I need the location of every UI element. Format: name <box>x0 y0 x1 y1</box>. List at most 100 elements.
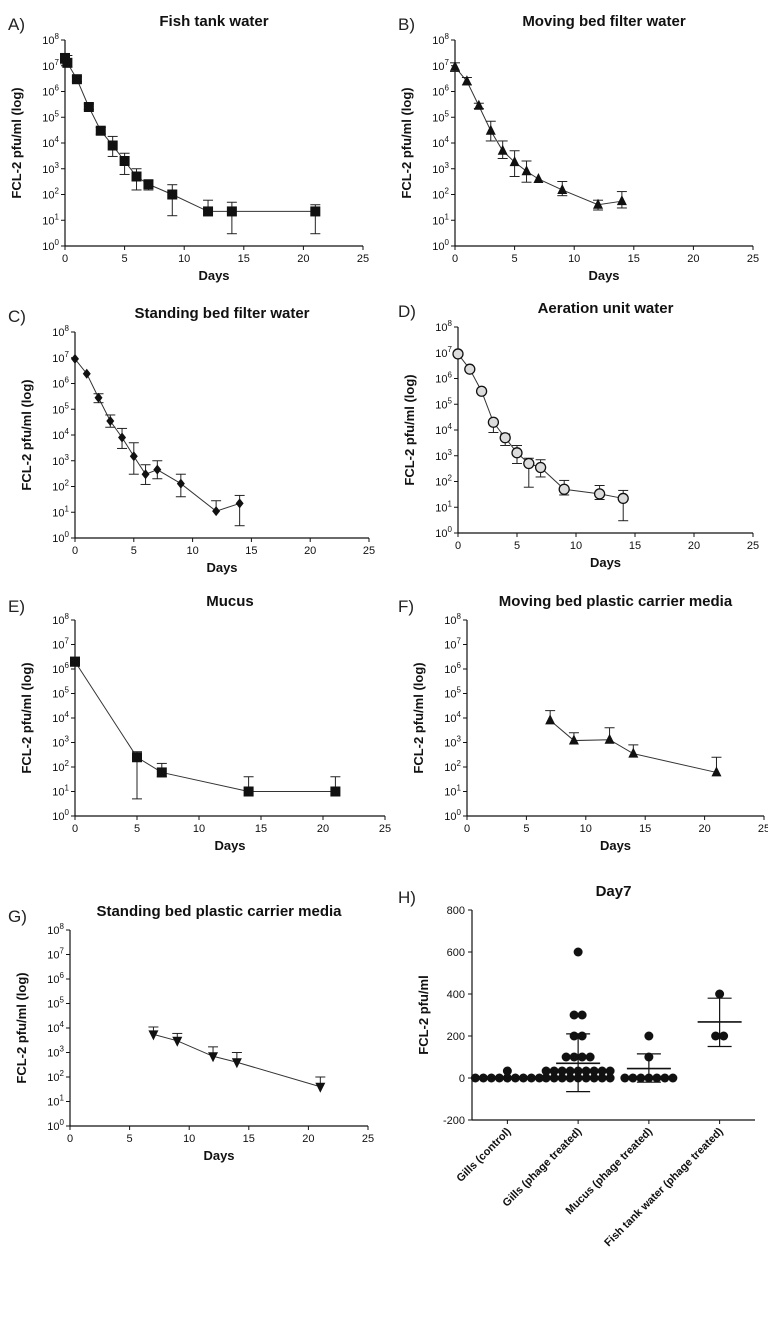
chart-title: Fish tank water <box>159 13 268 30</box>
data-point <box>719 1031 729 1041</box>
category-label: Fish tank water (phage treated) <box>602 1125 726 1249</box>
y-axis-label: FCL-2 pfu/ml (log) <box>411 662 426 773</box>
data-point <box>156 767 167 778</box>
data-point <box>589 1066 599 1076</box>
data-point <box>597 1066 607 1076</box>
data-point <box>153 464 162 475</box>
y-tick-label: 100 <box>435 525 452 540</box>
data-point <box>636 1073 646 1083</box>
x-tick-label: 15 <box>243 1133 255 1145</box>
y-tick-label: 101 <box>42 212 59 227</box>
y-tick-label: 104 <box>47 1020 64 1035</box>
x-tick-label: 0 <box>67 1133 73 1145</box>
y-tick-label: 103 <box>432 161 449 176</box>
y-tick-label: 105 <box>435 396 452 411</box>
y-tick-label: 106 <box>432 84 449 99</box>
x-tick-label: 0 <box>455 540 461 552</box>
y-tick-label: 101 <box>435 499 452 514</box>
y-tick-label: 100 <box>432 238 449 253</box>
y-tick-label: 108 <box>432 32 449 47</box>
data-point <box>568 734 579 745</box>
data-point <box>577 1031 587 1041</box>
data-point <box>470 1073 480 1083</box>
x-tick-label: 5 <box>514 540 520 552</box>
data-point <box>558 483 570 495</box>
y-tick-label: 107 <box>47 947 64 962</box>
y-tick-label: 102 <box>52 479 69 494</box>
y-tick-label: 105 <box>42 109 59 124</box>
data-point <box>107 140 118 151</box>
y-tick-label: 104 <box>52 427 69 442</box>
y-tick-label: 101 <box>47 1094 64 1109</box>
y-tick-label: 105 <box>52 686 69 701</box>
data-point <box>450 60 460 71</box>
x-tick-label: 10 <box>178 253 190 265</box>
data-point <box>235 498 244 509</box>
data-point <box>597 1073 607 1083</box>
x-tick-label: 5 <box>523 823 529 835</box>
data-point <box>569 1052 579 1062</box>
x-axis-label: Days <box>214 838 245 853</box>
chart-title: Day7 <box>596 883 632 900</box>
y-tick-label: 101 <box>52 784 69 799</box>
data-point <box>499 432 511 444</box>
data-point <box>176 478 185 489</box>
data-point <box>577 1052 587 1062</box>
data-point <box>604 733 615 744</box>
data-point <box>71 353 79 364</box>
data-point <box>231 1058 242 1069</box>
data-point <box>620 1073 630 1083</box>
y-tick-label: 600 <box>447 947 465 959</box>
data-point <box>143 179 154 190</box>
y-tick-label: 103 <box>52 735 69 750</box>
y-tick-label: 107 <box>42 58 59 73</box>
data-point <box>509 156 520 167</box>
x-tick-label: 5 <box>127 1133 133 1145</box>
data-point <box>129 451 138 462</box>
data-point <box>628 1073 638 1083</box>
x-tick-label: 20 <box>302 1133 314 1145</box>
data-point <box>208 1052 219 1063</box>
data-point <box>141 469 150 480</box>
data-point <box>581 1073 591 1083</box>
y-tick-label: 105 <box>47 996 64 1011</box>
x-tick-label: 10 <box>186 545 198 557</box>
data-point <box>94 392 103 403</box>
data-point <box>652 1073 662 1083</box>
y-tick-label: 103 <box>435 448 452 463</box>
y-tick-label: 102 <box>42 187 59 202</box>
y-tick-label: 108 <box>42 32 59 47</box>
data-point <box>711 1031 721 1041</box>
x-tick-label: 0 <box>464 823 470 835</box>
x-tick-label: 25 <box>379 823 391 835</box>
data-point <box>628 747 639 758</box>
y-tick-label: 104 <box>435 422 452 437</box>
y-tick-label: 103 <box>42 161 59 176</box>
x-tick-label: 10 <box>193 823 205 835</box>
chart-title: Mucus <box>206 593 254 610</box>
y-tick-label: 100 <box>52 808 69 823</box>
data-point <box>475 385 488 397</box>
panel-letter: F) <box>398 597 414 616</box>
y-tick-label: 108 <box>47 922 64 937</box>
y-tick-label: 105 <box>444 686 461 701</box>
y-tick-label: 106 <box>52 661 69 676</box>
data-point <box>589 1073 599 1083</box>
y-tick-label: 106 <box>435 371 452 386</box>
data-point <box>71 74 82 85</box>
panel-letter: H) <box>398 888 416 907</box>
category-label: Gills (phage treated) <box>501 1125 585 1209</box>
data-point <box>533 172 544 183</box>
data-point <box>668 1073 678 1083</box>
y-tick-label: 106 <box>444 661 461 676</box>
data-point <box>148 1030 159 1041</box>
x-tick-label: 25 <box>357 253 369 265</box>
y-tick-label: 103 <box>52 453 69 468</box>
data-point <box>573 947 583 957</box>
x-tick-label: 0 <box>62 253 68 265</box>
data-point <box>315 1082 326 1093</box>
y-tick-label: 108 <box>435 319 452 334</box>
y-tick-label: 102 <box>432 187 449 202</box>
y-axis-label: FCL-2 pfu/ml (log) <box>9 87 24 198</box>
x-tick-label: 15 <box>629 540 641 552</box>
